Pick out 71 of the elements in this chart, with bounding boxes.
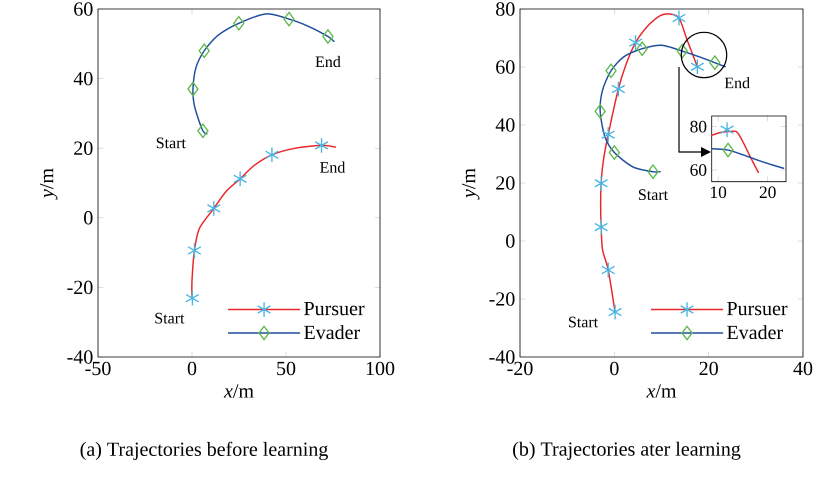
annotation: Start <box>156 138 186 148</box>
x-axis-title: x/m <box>224 384 254 398</box>
text: (a) Trajectories before learning <box>80 442 328 460</box>
annotation: End <box>316 56 341 68</box>
y-tick-label: 20 <box>496 176 515 190</box>
x-tick-label: -50 <box>85 362 111 376</box>
x-tick-label: 50 <box>277 362 296 376</box>
line-series <box>710 130 760 174</box>
point <box>676 44 688 58</box>
y-tick-label: 0 <box>506 234 515 248</box>
y-tick-label: -20 <box>67 280 93 294</box>
y-tick-label: 60 <box>496 60 515 74</box>
point <box>187 82 199 96</box>
y-tick-label: 60 <box>74 2 93 16</box>
point <box>197 123 209 138</box>
y-tick-label: 60 <box>690 164 706 176</box>
point <box>636 41 648 56</box>
legend-label: Evader <box>727 325 783 340</box>
point <box>601 126 616 143</box>
annotation: Start <box>638 189 668 200</box>
point <box>672 10 686 26</box>
point <box>611 81 626 98</box>
legend-label: Evader <box>304 325 360 340</box>
legend-label: Pursuer <box>304 302 364 316</box>
line-series <box>710 148 784 169</box>
point <box>185 290 200 306</box>
x-tick-label: 0 <box>610 362 619 376</box>
annotation: End <box>724 77 750 88</box>
point <box>233 16 244 31</box>
point <box>594 219 608 236</box>
y-tick-label: 80 <box>496 2 515 16</box>
point <box>647 164 659 180</box>
text: (b) Trajectories ater learning <box>513 442 740 460</box>
annotation: Start <box>155 312 184 324</box>
point <box>314 137 329 154</box>
point <box>605 63 617 78</box>
x-tick-label: 100 <box>366 362 394 376</box>
point <box>206 200 221 216</box>
point <box>198 43 210 58</box>
y-tick-label: 40 <box>496 118 515 132</box>
y-tick-label: -20 <box>489 292 515 306</box>
point <box>709 55 720 70</box>
annotation: Start <box>569 316 598 328</box>
y-axis-title: y/m <box>462 168 480 200</box>
annotation: End <box>320 162 346 173</box>
y-tick-label: 0 <box>84 211 93 225</box>
x-tick-label: 20 <box>700 362 718 376</box>
x-axis-title: x/m <box>646 384 676 398</box>
point <box>601 262 616 278</box>
x-tick-label: 10 <box>711 186 726 198</box>
x-tick-label: -20 <box>507 362 533 376</box>
y-tick-label: 20 <box>74 141 93 155</box>
point <box>594 104 606 119</box>
x-tick-label: 40 <box>793 362 812 376</box>
y-tick-label: -40 <box>67 350 93 364</box>
y-tick-label: 80 <box>690 120 706 132</box>
point <box>187 242 202 259</box>
point <box>608 145 620 160</box>
point <box>233 170 248 187</box>
point <box>594 175 608 192</box>
point <box>264 146 279 163</box>
legend-label: Pursuer <box>727 302 788 316</box>
x-tick-label: 0 <box>188 362 196 376</box>
y-tick-label: -40 <box>489 350 515 364</box>
y-axis-title: y/m <box>40 168 58 200</box>
point <box>690 58 704 75</box>
point <box>322 29 334 44</box>
point <box>628 34 643 51</box>
point <box>283 12 295 26</box>
y-tick-label: 40 <box>74 72 93 86</box>
point <box>608 304 622 320</box>
